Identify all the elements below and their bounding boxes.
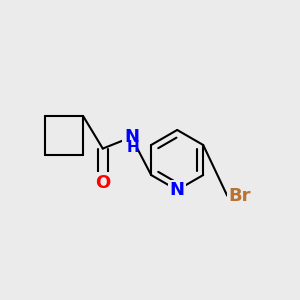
Text: N: N — [170, 181, 185, 199]
Text: Br: Br — [229, 187, 251, 205]
Text: N: N — [124, 128, 139, 146]
Text: H: H — [127, 140, 139, 154]
Text: O: O — [95, 174, 110, 192]
